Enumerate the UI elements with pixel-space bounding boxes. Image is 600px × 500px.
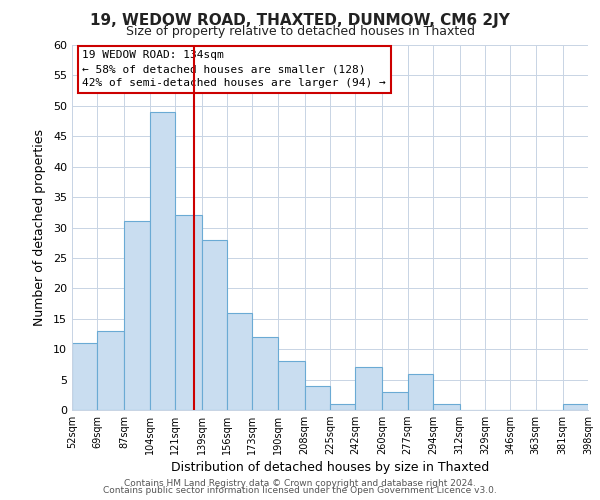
X-axis label: Distribution of detached houses by size in Thaxted: Distribution of detached houses by size …: [171, 462, 489, 474]
Text: Size of property relative to detached houses in Thaxted: Size of property relative to detached ho…: [125, 25, 475, 38]
Bar: [278, 362, 305, 410]
Bar: [433, 404, 460, 410]
Text: Contains public sector information licensed under the Open Government Licence v3: Contains public sector information licen…: [103, 486, 497, 495]
Text: 19 WEDOW ROAD: 134sqm
← 58% of detached houses are smaller (128)
42% of semi-det: 19 WEDOW ROAD: 134sqm ← 58% of detached …: [82, 50, 386, 88]
Bar: [305, 386, 330, 410]
Bar: [97, 331, 124, 410]
Bar: [253, 337, 278, 410]
Text: 19, WEDOW ROAD, THAXTED, DUNMOW, CM6 2JY: 19, WEDOW ROAD, THAXTED, DUNMOW, CM6 2JY: [90, 12, 510, 28]
Bar: [407, 374, 433, 410]
Bar: [175, 216, 202, 410]
Bar: [124, 222, 149, 410]
Bar: [330, 404, 355, 410]
Y-axis label: Number of detached properties: Number of detached properties: [33, 129, 46, 326]
Text: Contains HM Land Registry data © Crown copyright and database right 2024.: Contains HM Land Registry data © Crown c…: [124, 478, 476, 488]
Bar: [202, 240, 227, 410]
Bar: [382, 392, 407, 410]
Bar: [72, 343, 97, 410]
Bar: [563, 404, 588, 410]
Bar: [355, 368, 382, 410]
Bar: [227, 312, 253, 410]
Bar: [149, 112, 175, 410]
